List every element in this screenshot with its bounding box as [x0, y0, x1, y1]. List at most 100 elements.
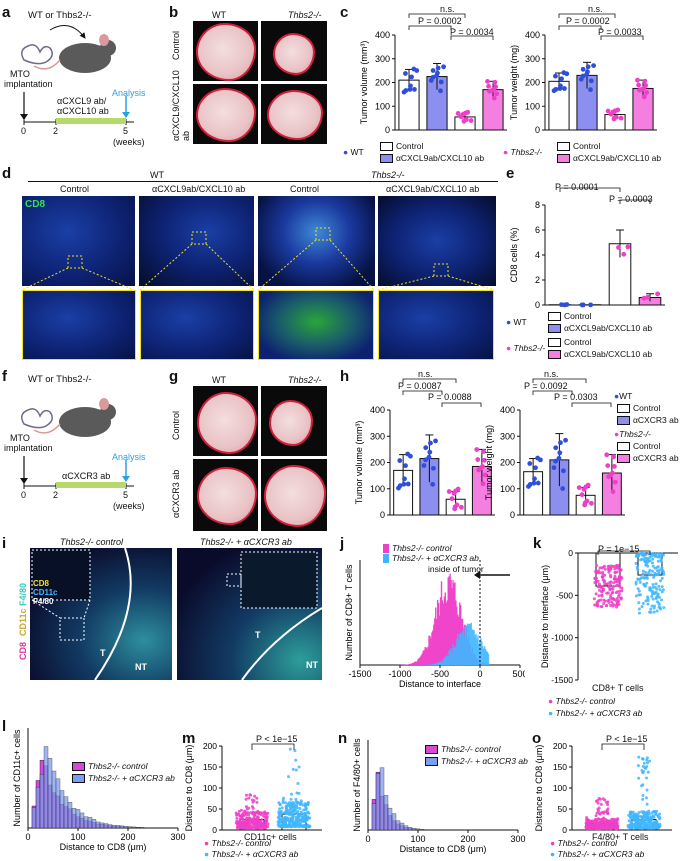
k-point: [618, 589, 622, 593]
h1-point: [401, 481, 407, 487]
k-point: [659, 579, 663, 583]
m-point: [301, 816, 305, 820]
col-ko-b: Thbs2-/-: [288, 10, 322, 20]
j-hist-bar: [434, 663, 436, 665]
m-point: [299, 818, 303, 822]
j-hist-bar: [444, 657, 447, 665]
h1-point: [475, 457, 481, 462]
k-point: [646, 595, 650, 599]
j-hist-bar: [458, 640, 460, 665]
m-point: [237, 823, 241, 827]
h1-ytick-label: 300: [370, 431, 385, 441]
o-point: [629, 810, 633, 814]
k-point: [660, 566, 664, 570]
j-hist-bar: [459, 602, 461, 665]
l-xtick-label: 200: [120, 832, 135, 842]
h1-point: [433, 438, 438, 444]
h-pvalue-4: P = 0.0303: [554, 392, 598, 402]
k-point: [639, 576, 643, 580]
j-hist-bar: [412, 662, 414, 665]
d-col-ab-2: αCXCL9ab/CXCL10 ab: [386, 184, 480, 194]
j-hist-bar: [473, 630, 475, 665]
l-hist-bar: [111, 824, 117, 829]
photo-g-ko-control: [261, 386, 327, 456]
e-point: [564, 302, 570, 307]
j-hist-bar: [433, 663, 435, 665]
m-point: [286, 825, 290, 829]
c-ns-1: n.s.: [440, 4, 455, 14]
l-hist-bar: [103, 823, 109, 829]
h2-point: [535, 480, 541, 486]
o-point: [639, 819, 643, 823]
c2-point: [641, 94, 647, 100]
k-point: [616, 578, 620, 582]
k-point: [602, 601, 606, 605]
k-point: [641, 601, 645, 605]
l-hist-bar: [63, 796, 69, 829]
panel-letter-b: b: [169, 4, 179, 21]
k-point: [641, 569, 645, 573]
h1-point: [403, 463, 408, 469]
h1-point: [458, 504, 464, 510]
m-point: [241, 812, 245, 816]
j-hist-bar: [455, 645, 457, 665]
m-point: [304, 819, 308, 823]
e-legend-control-1: Control: [548, 311, 591, 322]
j-hist-bar: [442, 659, 445, 665]
j-hist-bar: [416, 660, 419, 665]
j-hist-bar: [440, 661, 443, 665]
panel-letter-h: h: [340, 368, 350, 385]
e-point: [641, 295, 647, 301]
k-point: [660, 598, 664, 602]
o-point: [637, 776, 641, 780]
c1-ytick-label: 0: [385, 125, 390, 135]
o-point: [648, 826, 652, 830]
k-point: [596, 571, 600, 575]
n-xtick-label: 0: [365, 834, 370, 844]
o-ytick-label: 200: [553, 741, 567, 751]
j-hist-bar: [478, 643, 480, 665]
j-hist-bar: [451, 587, 453, 665]
o-bracket: [601, 743, 645, 750]
h-legend-wt: ●WT: [614, 391, 633, 401]
i-label-T2: T: [255, 630, 261, 640]
l-hist-bar: [51, 770, 57, 829]
j-hist-bar: [452, 644, 454, 665]
j-hist-bar: [410, 663, 412, 665]
o-point: [613, 826, 617, 830]
c-pvalue-4: P = 0.0033: [598, 27, 642, 37]
l-xlabel: Distance to CD8 (μm): [60, 842, 147, 852]
k-point: [603, 573, 607, 577]
j-hist-bar: [436, 663, 438, 665]
m-point: [287, 775, 291, 779]
col-wt-b: WT: [212, 10, 226, 20]
time-5-f: 5: [123, 490, 129, 500]
h1-point: [446, 489, 452, 494]
photo-b-wt-ab: [193, 84, 258, 144]
c2-point: [584, 72, 589, 78]
k-point: [657, 571, 661, 575]
k-point: [658, 554, 662, 558]
m-point: [261, 814, 265, 818]
o-point: [613, 817, 617, 821]
n-hist-bar: [403, 825, 409, 831]
antibody-label-f: αCXCR3 ab: [62, 471, 111, 481]
c-pvalue-1: P = 0.0002: [418, 16, 462, 26]
c2-point: [559, 76, 564, 82]
o-point: [658, 812, 662, 816]
j-hist-bar: [456, 606, 458, 665]
chart-e: 0 2 4 6 8 CD8 cells (%): [509, 187, 665, 310]
o-point: [643, 820, 647, 824]
j-hist-bar: [436, 599, 439, 665]
m-point: [247, 820, 251, 824]
o-ylabel: Distance to CD8 (μm): [534, 745, 544, 832]
h2-point: [563, 437, 568, 443]
k-point: [654, 552, 658, 556]
h2-point: [527, 482, 533, 487]
o-legend-2: ● Thbs2-/- + αCXCR3 ab: [550, 849, 645, 859]
k-point: [646, 572, 650, 576]
k-point: [645, 581, 649, 585]
j-hist-bar: [450, 648, 452, 665]
o-point: [603, 823, 607, 827]
m-point: [257, 825, 261, 829]
